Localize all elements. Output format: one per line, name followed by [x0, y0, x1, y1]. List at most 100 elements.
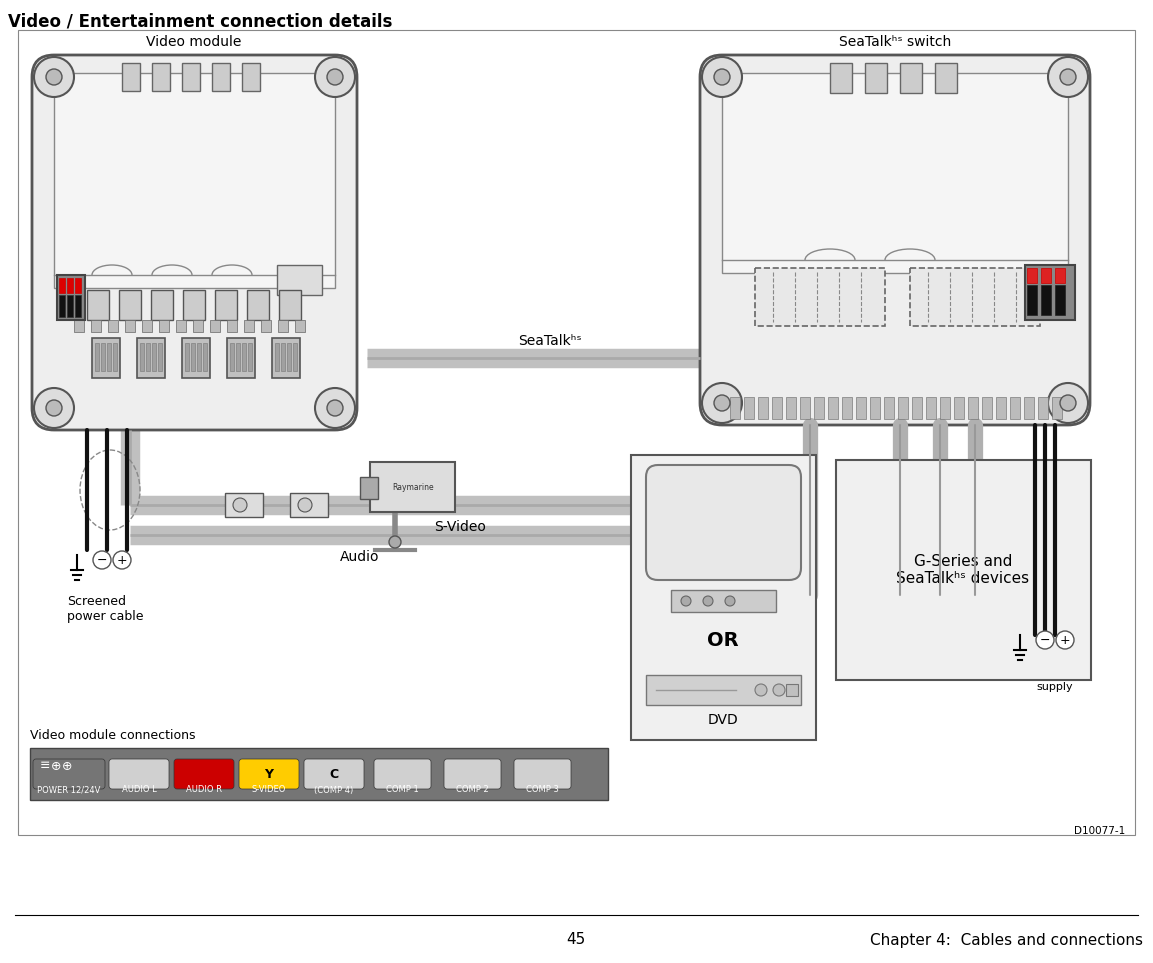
Bar	[54, 73, 336, 288]
Bar	[800, 397, 811, 419]
Bar	[212, 63, 229, 91]
FancyBboxPatch shape	[374, 759, 431, 789]
Circle shape	[681, 596, 691, 606]
Text: Y: Y	[264, 768, 273, 780]
Bar	[225, 493, 263, 517]
FancyBboxPatch shape	[174, 759, 234, 789]
Bar	[95, 343, 99, 371]
Text: S-Video: S-Video	[434, 520, 485, 534]
Text: Power
supply: Power supply	[1037, 670, 1073, 691]
Text: −: −	[97, 554, 107, 566]
Bar	[272, 338, 300, 378]
Bar	[184, 343, 189, 371]
Circle shape	[1060, 69, 1076, 85]
Bar	[247, 290, 269, 320]
Bar	[182, 63, 199, 91]
Bar	[1055, 285, 1065, 315]
Bar	[227, 320, 238, 332]
Bar	[122, 63, 140, 91]
Bar	[1055, 268, 1065, 283]
Bar	[67, 278, 73, 293]
Bar	[92, 338, 120, 378]
Text: S-VIDEO: S-VIDEO	[251, 786, 286, 794]
Bar	[242, 63, 259, 91]
Text: −: −	[1040, 634, 1050, 646]
Bar	[203, 343, 208, 371]
Bar	[755, 268, 886, 326]
Bar	[140, 343, 144, 371]
Bar	[814, 397, 824, 419]
Bar	[646, 675, 801, 705]
Bar	[871, 397, 880, 419]
FancyBboxPatch shape	[646, 465, 801, 580]
Circle shape	[46, 400, 62, 416]
Circle shape	[773, 684, 785, 696]
Text: Screened
power cable: Screened power cable	[67, 595, 143, 623]
Circle shape	[1056, 631, 1073, 649]
Text: DVD: DVD	[708, 713, 738, 727]
Bar	[151, 290, 173, 320]
FancyBboxPatch shape	[110, 759, 169, 789]
Text: COMP 1: COMP 1	[385, 786, 419, 794]
Bar	[142, 320, 152, 332]
Text: D10077-1: D10077-1	[1073, 826, 1125, 836]
Bar	[830, 63, 852, 93]
Bar	[836, 460, 1091, 680]
FancyBboxPatch shape	[444, 759, 502, 789]
Bar	[125, 320, 135, 332]
Bar	[1038, 397, 1048, 419]
Text: ⊕: ⊕	[51, 760, 61, 772]
Bar	[940, 397, 950, 419]
Text: Raymarine: Raymarine	[392, 482, 434, 491]
Bar	[884, 397, 894, 419]
Bar	[214, 290, 238, 320]
Bar	[18, 30, 1135, 835]
Bar	[360, 477, 378, 499]
Bar	[786, 397, 796, 419]
Bar	[107, 343, 111, 371]
Bar	[152, 63, 169, 91]
Circle shape	[702, 383, 743, 423]
Bar	[244, 320, 254, 332]
Bar	[279, 290, 301, 320]
Bar	[277, 265, 322, 295]
Text: ≡: ≡	[39, 760, 51, 772]
Bar	[842, 397, 852, 419]
Bar	[248, 343, 253, 371]
Bar	[67, 295, 73, 317]
Bar	[786, 684, 798, 696]
FancyBboxPatch shape	[32, 55, 357, 430]
Bar	[182, 338, 210, 378]
Bar	[108, 320, 118, 332]
Bar	[191, 343, 195, 371]
Circle shape	[315, 57, 355, 97]
Bar	[56, 275, 85, 320]
Bar	[773, 397, 782, 419]
FancyBboxPatch shape	[33, 759, 105, 789]
Circle shape	[703, 596, 713, 606]
FancyBboxPatch shape	[304, 759, 364, 789]
Text: +: +	[1060, 634, 1070, 646]
Text: +: +	[116, 554, 127, 566]
Bar	[900, 63, 922, 93]
Text: SeaTalkʰˢ: SeaTalkʰˢ	[518, 334, 582, 348]
Circle shape	[113, 551, 131, 569]
Bar	[113, 343, 116, 371]
FancyBboxPatch shape	[239, 759, 299, 789]
Bar	[1010, 397, 1020, 419]
Circle shape	[315, 388, 355, 428]
Bar	[291, 493, 327, 517]
Text: C: C	[330, 768, 339, 780]
Bar	[101, 343, 105, 371]
Bar	[59, 295, 65, 317]
Bar	[183, 290, 205, 320]
Circle shape	[1060, 395, 1076, 411]
Bar	[293, 343, 297, 371]
FancyBboxPatch shape	[514, 759, 571, 789]
Bar	[75, 295, 81, 317]
Bar	[856, 397, 866, 419]
Bar	[954, 397, 964, 419]
Bar	[982, 397, 992, 419]
Text: Chapter 4:  Cables and connections: Chapter 4: Cables and connections	[871, 932, 1143, 948]
Text: SeaTalkʰˢ switch: SeaTalkʰˢ switch	[839, 35, 951, 49]
